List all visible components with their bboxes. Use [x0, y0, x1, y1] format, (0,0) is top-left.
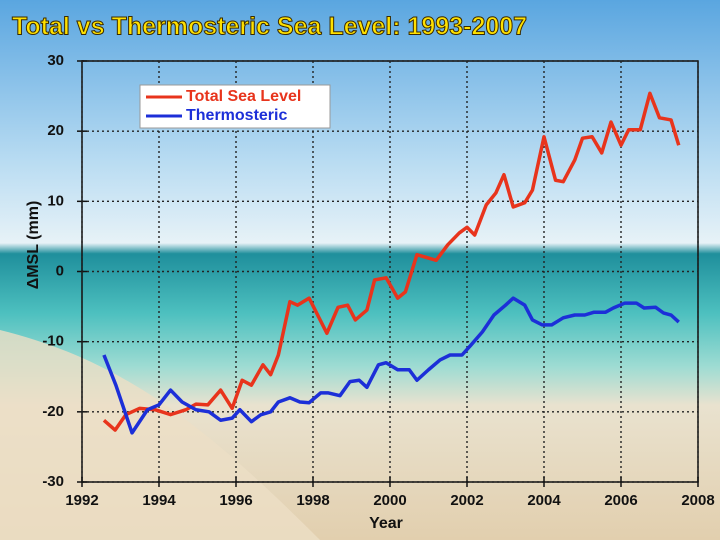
- x-tick-label: 1992: [65, 492, 98, 509]
- x-axis-label: Year: [369, 515, 403, 532]
- legend-label: Thermosteric: [186, 107, 287, 124]
- series-line: [102, 91, 681, 432]
- y-tick-label: -20: [42, 403, 64, 420]
- y-tick-label: -10: [42, 333, 64, 350]
- x-tick-label: 2000: [373, 492, 406, 509]
- y-tick-label: 20: [47, 122, 64, 139]
- series-line: [102, 296, 680, 435]
- y-tick-label: -30: [42, 473, 64, 490]
- x-tick-label: 1998: [296, 492, 329, 509]
- x-tick-label: 2008: [681, 492, 714, 509]
- y-axis-label: ΔMSL (mm): [25, 201, 42, 290]
- legend-label: Total Sea Level: [186, 88, 301, 105]
- x-tick-label: 2002: [450, 492, 483, 509]
- x-tick-label: 2004: [527, 492, 561, 509]
- chart-title: Total vs Thermosteric Sea Level: 1993-20…: [12, 13, 527, 41]
- sand: [0, 330, 320, 540]
- y-tick-label: 30: [47, 52, 64, 69]
- y-tick-label: 0: [56, 262, 64, 279]
- legend-box: [139, 84, 331, 129]
- y-tick-label: 10: [47, 192, 64, 209]
- x-tick-label: 1996: [219, 492, 252, 509]
- x-tick-label: 1994: [142, 492, 176, 509]
- x-tick-label: 2006: [604, 492, 637, 509]
